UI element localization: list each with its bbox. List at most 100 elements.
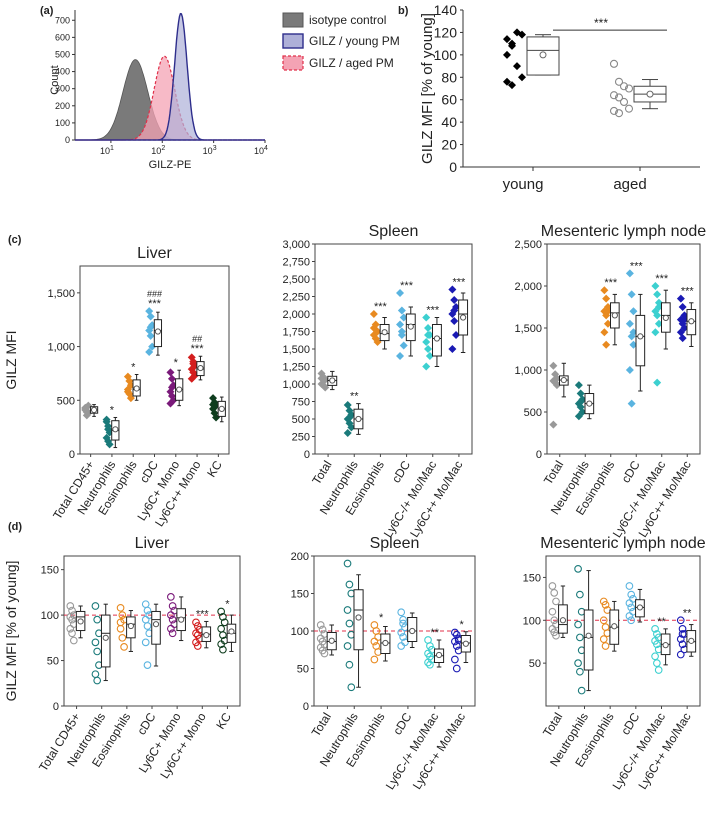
data-point	[141, 638, 150, 647]
data-point	[602, 340, 611, 349]
y-tick-label: 80	[441, 69, 457, 85]
data-point	[399, 341, 408, 350]
significance-label: **	[683, 607, 692, 619]
data-point	[609, 91, 619, 100]
data-point	[653, 659, 661, 667]
data-point	[141, 615, 150, 624]
y-tick-label: 1,500	[47, 288, 75, 300]
mean-marker	[154, 328, 162, 335]
x-tick-label: 101	[100, 145, 114, 156]
significance-label: ***	[604, 277, 618, 289]
legend-swatch	[282, 33, 304, 49]
data-point	[396, 320, 405, 329]
y-tick-label: 400	[55, 67, 70, 77]
data-point	[397, 608, 406, 617]
panel-label: (d)	[8, 521, 22, 533]
data-point	[452, 664, 461, 673]
data-point	[619, 97, 629, 107]
legend-swatch	[282, 55, 304, 71]
data-point	[503, 77, 511, 86]
y-tick-label: 1,500	[282, 344, 310, 356]
data-point	[654, 303, 663, 311]
x-tick-label: 104	[254, 145, 268, 156]
box	[151, 610, 161, 645]
y-tick-label: 300	[55, 84, 70, 94]
mean-marker	[407, 323, 414, 330]
plot-frame	[545, 555, 701, 707]
mean-marker	[435, 651, 443, 659]
y-tick-label: 0	[304, 449, 310, 461]
y-tick-label: 500	[57, 395, 75, 407]
data-point	[654, 666, 663, 674]
category-label: KC	[204, 458, 225, 480]
data-point	[552, 631, 560, 640]
data-point	[600, 328, 609, 337]
data-point	[397, 642, 406, 650]
y-tick-label: 1,500	[514, 323, 542, 335]
category-label: Total	[309, 458, 334, 487]
data-point	[91, 602, 100, 610]
category-label: Total	[540, 710, 565, 739]
data-point	[209, 400, 218, 409]
y-tick-label: 2,000	[514, 281, 542, 293]
data-point	[676, 635, 685, 643]
significance-label: *	[225, 598, 230, 610]
y-tick-label: 1,750	[282, 327, 310, 339]
y-tick-label: 60	[441, 92, 457, 108]
data-point	[450, 317, 459, 325]
data-point	[609, 59, 619, 68]
data-point	[370, 655, 379, 664]
y-tick-label: 100	[291, 626, 309, 638]
mean-marker	[611, 312, 618, 319]
data-point	[503, 50, 511, 59]
data-point	[450, 306, 459, 315]
data-point	[146, 312, 155, 321]
panel-title: Liver	[137, 245, 172, 262]
data-point	[116, 603, 125, 612]
significance-label-secondary: ##	[192, 334, 202, 344]
mean-marker	[381, 329, 388, 336]
data-point	[625, 269, 634, 278]
data-point	[397, 628, 406, 637]
data-point	[574, 620, 582, 629]
significance-label: ***	[452, 277, 466, 289]
data-point	[143, 606, 152, 615]
data-point	[219, 631, 227, 639]
significance-label: ***	[148, 298, 162, 310]
data-point	[143, 622, 152, 630]
mean-marker	[355, 614, 362, 621]
y-tick-label: 200	[291, 551, 309, 563]
data-point	[574, 565, 582, 573]
y-axis-label: Count	[49, 65, 61, 94]
y-tick-label: 2,250	[282, 292, 310, 304]
data-point	[345, 580, 354, 589]
data-point	[93, 615, 102, 624]
category-label: Total	[541, 458, 566, 487]
data-point	[105, 440, 114, 449]
data-point	[627, 616, 636, 625]
y-tick-label: 0	[303, 701, 309, 713]
x-tick-label: 102	[151, 145, 165, 156]
data-point	[343, 429, 352, 437]
data-point	[651, 625, 659, 633]
data-point	[574, 659, 582, 667]
data-point	[123, 385, 132, 394]
y-tick-label: 0	[53, 701, 59, 713]
legend-swatch	[282, 12, 304, 28]
data-point	[550, 589, 559, 597]
data-point	[676, 616, 685, 625]
panel-6: Spleen050100150200TotalNeutrophilsEosino…	[291, 535, 476, 792]
significance-label: ***	[400, 280, 414, 292]
data-point	[629, 340, 638, 349]
data-point	[549, 361, 558, 370]
data-point	[625, 319, 634, 328]
data-point	[599, 635, 608, 643]
data-point	[93, 647, 102, 656]
y-tick-label: 3,000	[282, 239, 310, 251]
data-point	[120, 643, 128, 651]
data-point	[425, 352, 434, 360]
data-point	[422, 313, 431, 322]
mean-marker	[433, 335, 441, 342]
category-label: cDC	[619, 458, 643, 485]
